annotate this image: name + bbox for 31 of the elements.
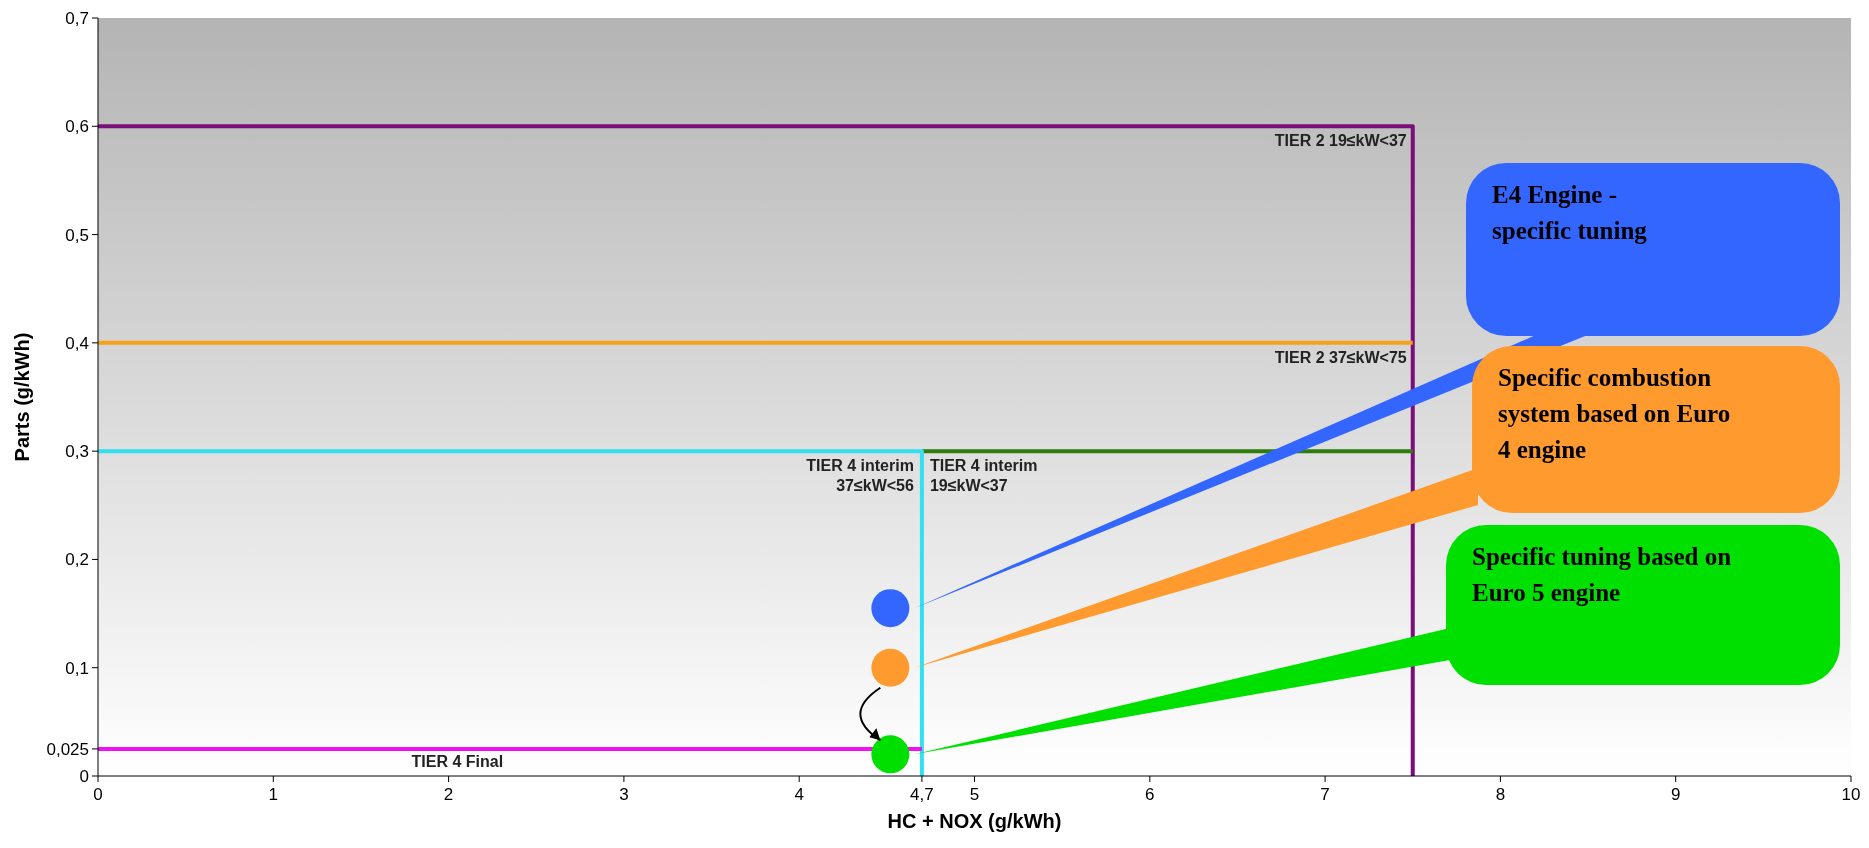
x-tick-label: 0 [93,785,103,804]
x-tick-label: 8 [1495,785,1506,804]
annotation: TIER 4 interim 19≤kW<37 [929,457,1038,495]
x-tick-label: 7 [1320,785,1330,804]
x-tick-label: 6 [1145,785,1155,804]
y-tick-label: 0,5 [65,225,89,245]
y-tick-label: 0,3 [65,442,89,462]
annotation: TIER 4 interim 37≤kW<56 [806,457,915,495]
y-tick-label: 0,7 [65,9,89,28]
y-axis-title: Parts (g/kWh) [11,332,34,462]
callout-box: Specific tuning based on Euro 5 engine [1446,525,1840,685]
y-tick-label: 0,2 [65,550,89,570]
annotation: TIER 4 Final [411,752,504,770]
x-tick-label: 1 [268,785,279,804]
x-tick-label: 5 [969,785,980,804]
annotation: TIER 2 37≤kW<75 [1274,348,1407,366]
callout-box: Specific combustion system based on Euro 4 engine [1472,346,1840,513]
x-tick-label: 2 [443,785,454,804]
x-tick-label: 4 [794,785,804,804]
x-tick-label: 3 [619,785,629,804]
x-tick-label: 9 [1670,785,1681,804]
callout-box: E4 Engine - specific tuning [1466,163,1840,336]
annotation: TIER 2 19≤kW<37 [1274,132,1407,150]
y-tick-label: 0,4 [65,333,89,353]
x-tick-label: 4,7 [910,785,934,804]
y-tick-label: 0,6 [65,117,89,137]
y-tick-label: 0,025 [46,739,89,759]
x-axis-title: HC + NOX (g/kWh) [887,810,1062,832]
x-tick-label: 10 [1841,785,1861,804]
y-tick-label: 0,1 [65,658,89,678]
y-tick-label: 0 [79,767,89,786]
